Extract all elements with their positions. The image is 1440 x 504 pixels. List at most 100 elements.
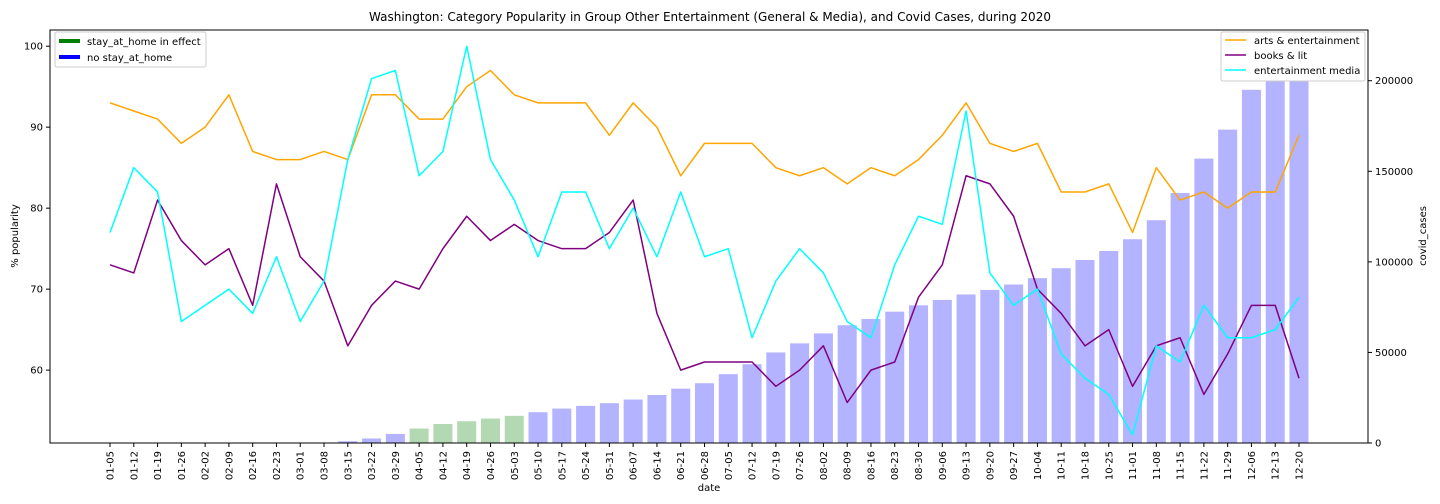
x-tick-label: 07-12	[748, 451, 759, 480]
covid-bar-06-28	[694, 383, 715, 443]
covid-bar-03-15	[338, 441, 358, 443]
chart-title: Washington: Category Popularity in Group…	[369, 10, 1051, 24]
x-tick-label: 05-03	[510, 451, 521, 480]
x-tick-label: 05-24	[581, 451, 592, 480]
covid-bar-11-29	[1218, 129, 1238, 443]
covid-bar-03-22	[362, 438, 382, 443]
x-tick-label: 07-26	[795, 451, 806, 480]
x-tick-label: 03-29	[391, 451, 402, 480]
covid-bar-04-26	[480, 418, 500, 443]
covid-bar-06-21	[671, 388, 691, 443]
x-tick-label: 08-02	[819, 451, 830, 480]
covid-bar-11-22	[1194, 158, 1214, 444]
x-tick-label: 09-20	[985, 451, 996, 480]
covid-bar-12-20	[1289, 40, 1309, 444]
x-tick-label: 06-14	[652, 451, 663, 480]
x-tick-label: 09-13	[962, 451, 973, 480]
y-tick-label: 90	[30, 123, 43, 134]
y-tick-label: 100	[24, 42, 43, 53]
y-tick-label: 80	[30, 204, 43, 215]
legend-label-no-stay-at-home: no stay_at_home	[87, 53, 172, 64]
covid-bar-07-12	[742, 364, 762, 443]
covid-bar-10-25	[1099, 250, 1119, 443]
x-tick-label: 05-31	[605, 451, 616, 480]
y2-tick-label: 200000	[1375, 76, 1413, 87]
x-tick-label: 11-29	[1223, 451, 1234, 480]
covid-bar-04-19	[457, 421, 477, 443]
x-tick-label: 06-21	[676, 451, 687, 480]
covid-bar-11-01	[1123, 239, 1143, 443]
x-tick-label: 03-22	[367, 451, 378, 480]
x-tick-label: 02-23	[272, 451, 283, 480]
x-tick-label: 10-11	[1057, 451, 1068, 480]
series-line-arts-entertainment	[109, 69, 1300, 234]
covid-bar-07-05	[718, 374, 738, 443]
covid-bar-08-23	[885, 311, 905, 443]
covid-bar-12-13	[1265, 58, 1285, 443]
legend-left-box	[54, 31, 207, 68]
x-tick-label: 02-16	[248, 451, 259, 480]
x-tick-label: 01-26	[177, 451, 188, 480]
right-axis-ticks: 0 50000 100000 150000 200000	[1368, 76, 1413, 450]
legend-label-media: entertainment media	[1254, 66, 1360, 77]
covid-bar-05-03	[504, 415, 524, 443]
legend-label-stay-at-home: stay_at_home in effect	[87, 37, 201, 48]
x-tick-label: 12-13	[1271, 451, 1282, 480]
bar-layer	[338, 40, 1309, 444]
x-tick-label: 06-07	[629, 451, 640, 480]
x-tick-label: 02-02	[201, 451, 212, 480]
x-tick-label: 04-05	[415, 451, 426, 480]
series-line-books-lit	[109, 175, 1300, 404]
x-tick-label: 10-04	[1033, 451, 1044, 480]
y2-tick-label: 0	[1375, 439, 1381, 450]
covid-bar-05-31	[599, 403, 619, 443]
x-tick-label: 06-28	[700, 451, 711, 480]
covid-bar-09-27	[1004, 284, 1024, 443]
covid-bar-10-11	[1051, 268, 1071, 443]
legend-right-box	[1220, 31, 1366, 82]
x-tick-label: 07-05	[724, 451, 735, 480]
legend-label-arts: arts & entertainment	[1254, 36, 1360, 47]
x-tick-label: 01-05	[106, 451, 117, 480]
x-tick-label: 03-15	[343, 451, 354, 480]
covid-bar-08-30	[909, 305, 929, 443]
x-tick-label: 03-01	[296, 451, 307, 480]
x-tick-label: 11-22	[1199, 451, 1210, 480]
x-tick-label: 03-08	[320, 451, 331, 480]
covid-bar-11-15	[1170, 193, 1190, 443]
line-layer	[109, 45, 1300, 436]
covid-bar-08-16	[861, 318, 881, 443]
y-tick-label: 60	[30, 366, 43, 377]
covid-bar-07-26	[790, 343, 810, 443]
covid-bar-09-13	[956, 294, 976, 443]
y-axis-label: % popularity	[10, 204, 21, 268]
y-tick-label: 70	[30, 285, 43, 296]
covid-bar-06-07	[623, 399, 643, 443]
x-tick-label: 05-10	[534, 451, 545, 480]
y2-axis-label: covid_cases	[1418, 206, 1429, 266]
x-tick-label: 08-16	[866, 451, 877, 480]
x-tick-label: 09-27	[1009, 451, 1020, 480]
legend-right: arts & entertainment books & lit enterta…	[1220, 31, 1366, 82]
covid-bar-08-09	[837, 325, 857, 443]
x-tick-label: 04-12	[438, 451, 449, 480]
covid-bar-04-12	[433, 423, 453, 443]
x-tick-label: 04-19	[462, 451, 473, 480]
x-tick-label: 04-26	[486, 451, 497, 480]
x-tick-label: 08-23	[890, 451, 901, 480]
covid-bar-07-19	[766, 352, 786, 443]
legend-left: stay_at_home in effect no stay_at_home	[54, 31, 207, 68]
covid-bar-09-20	[980, 289, 1000, 443]
x-tick-label: 01-12	[129, 451, 140, 480]
covid-bar-03-29	[385, 433, 405, 443]
x-tick-label: 11-01	[1128, 451, 1139, 480]
covid-bar-05-10	[528, 412, 548, 443]
y2-tick-label: 150000	[1375, 167, 1413, 178]
x-tick-label: 01-19	[153, 451, 164, 480]
covid-bar-08-02	[813, 333, 833, 443]
legend-label-books: books & lit	[1254, 51, 1307, 62]
x-tick-label: 11-08	[1152, 451, 1163, 480]
x-axis-ticks: 01-05 01-12 01-19 01-26 02-02 02-09 02-16 02-23…	[106, 443, 1306, 480]
covid-bar-10-18	[1075, 260, 1095, 443]
